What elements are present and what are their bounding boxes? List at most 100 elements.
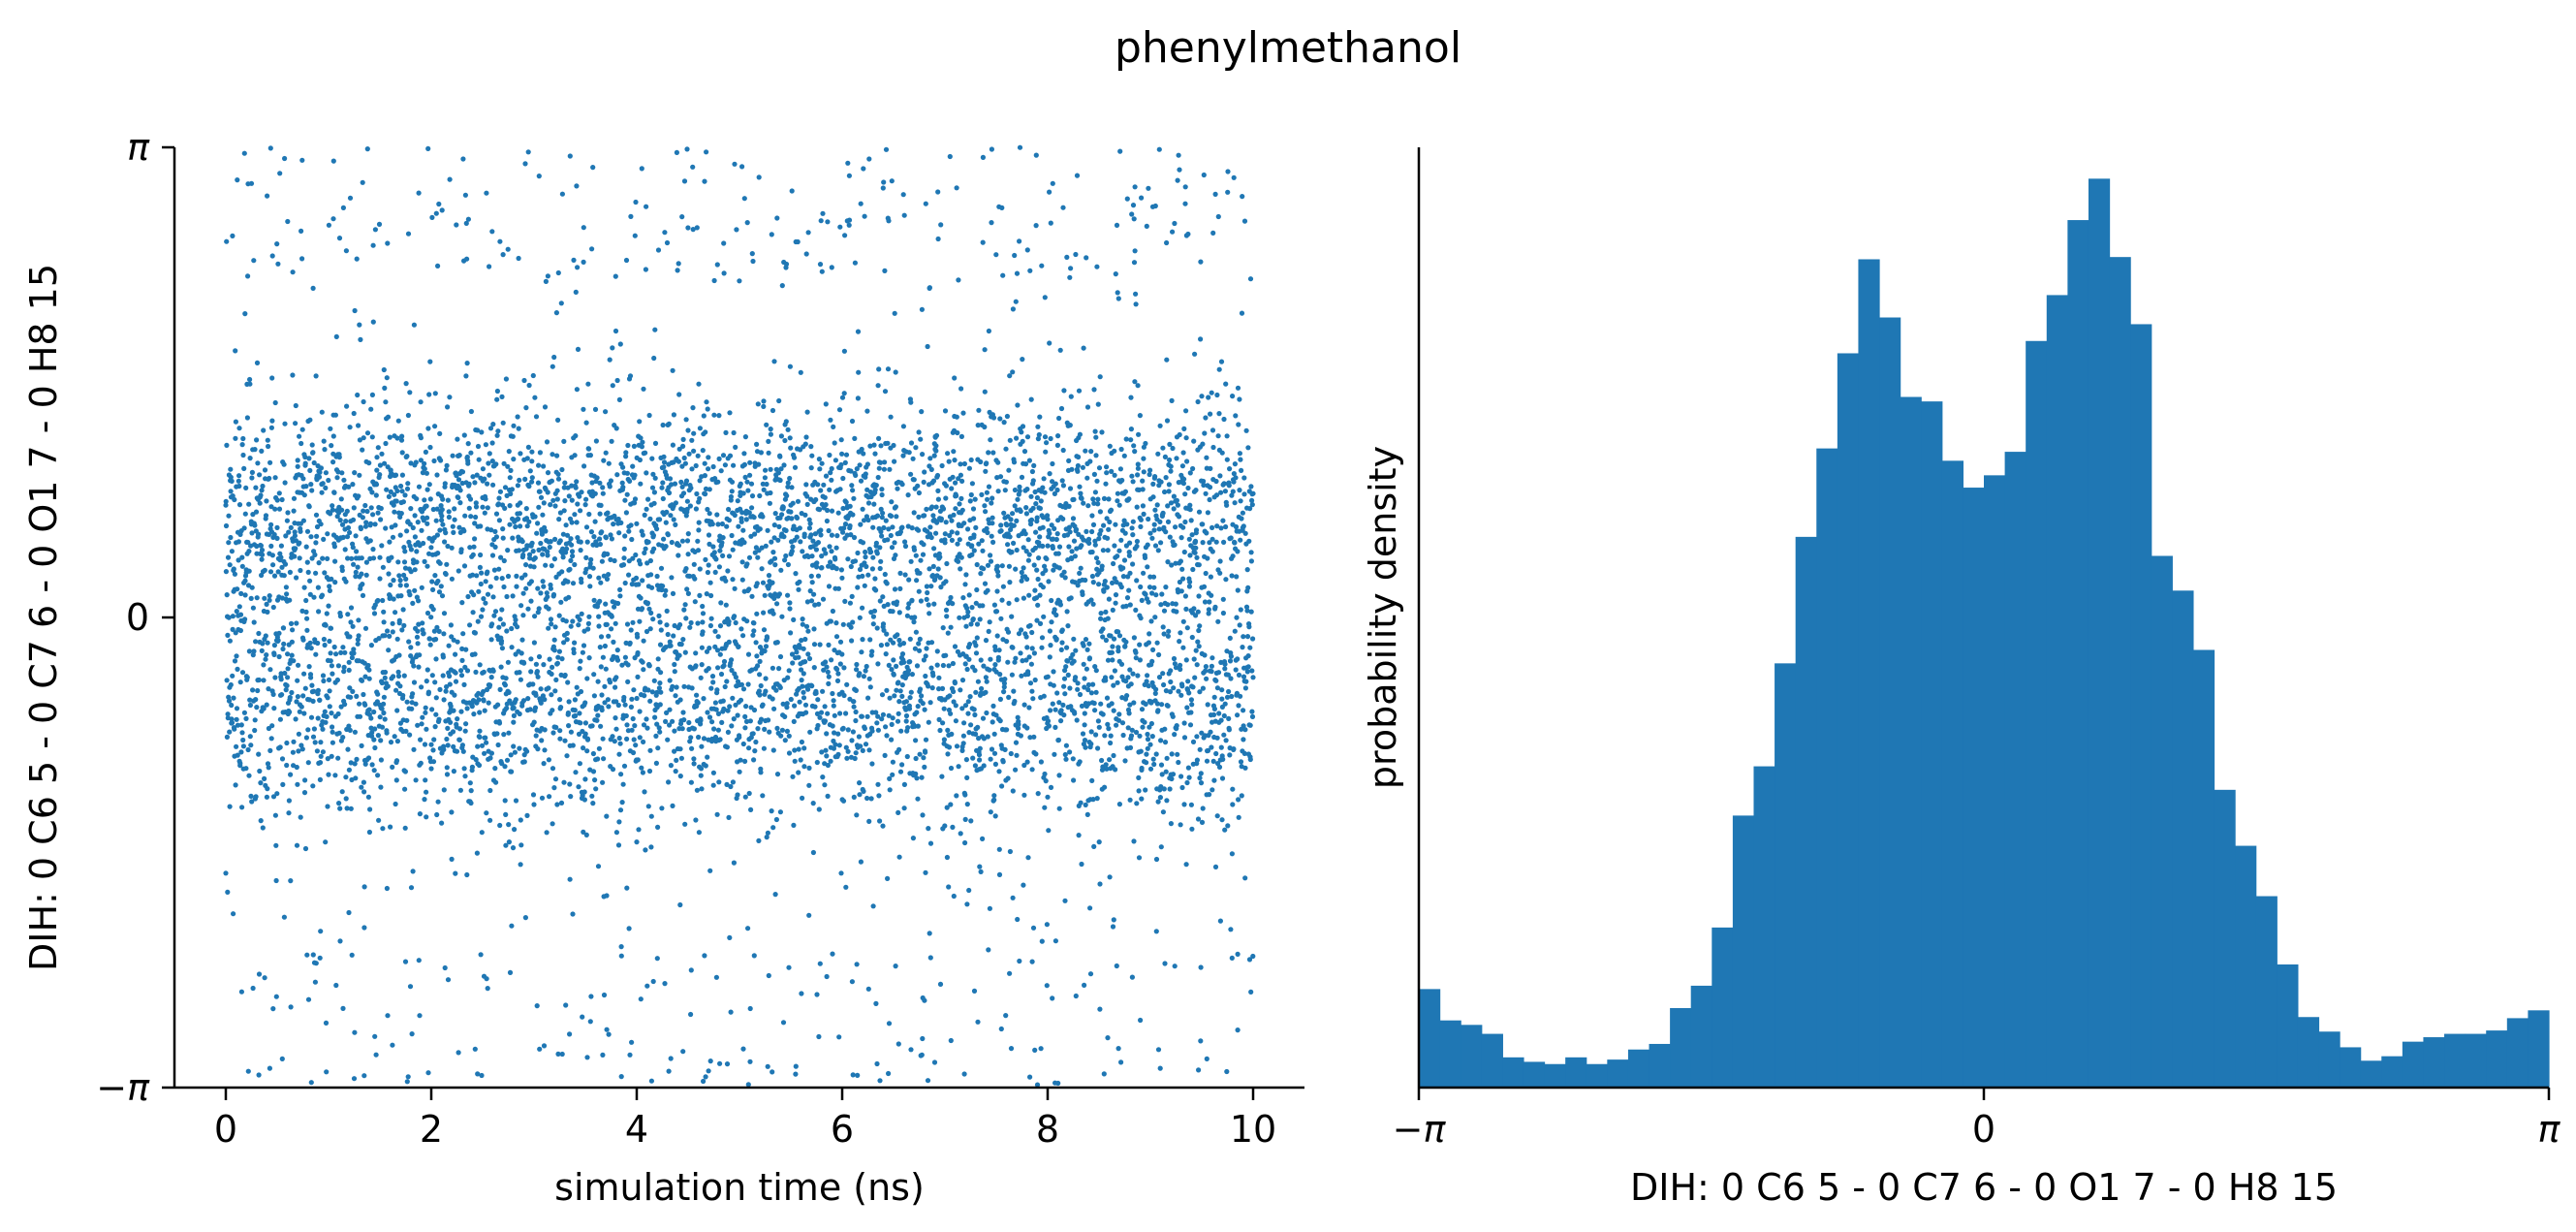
scatter-point [712, 628, 718, 634]
scatter-point [664, 622, 670, 628]
scatter-point [613, 426, 619, 431]
scatter-point [1017, 484, 1022, 490]
scatter-point [795, 498, 801, 504]
scatter-point [834, 533, 840, 539]
scatter-point [341, 669, 347, 675]
scatter-point [571, 257, 577, 263]
scatter-point [802, 512, 808, 518]
scatter-point [739, 577, 745, 583]
scatter-point [321, 536, 327, 543]
scatter-point [649, 689, 655, 695]
scatter-point [1048, 784, 1054, 791]
scatter-point [586, 655, 592, 661]
scatter-point [995, 573, 1001, 579]
scatter-point [350, 545, 356, 551]
scatter-point [1033, 152, 1039, 158]
scatter-point [560, 531, 567, 537]
scatter-point [472, 651, 478, 657]
scatter-point [867, 637, 873, 643]
scatter-point [889, 499, 895, 505]
scatter-point [853, 709, 859, 715]
scatter-point [704, 399, 709, 405]
scatter-point [644, 204, 649, 209]
scatter-point [803, 482, 809, 488]
scatter-point [950, 824, 956, 831]
scatter-point [308, 675, 314, 680]
scatter-point [880, 185, 886, 191]
scatter-point [500, 252, 506, 258]
scatter-point [500, 621, 507, 627]
scatter-point [647, 747, 653, 753]
scatter-point [891, 657, 896, 663]
scatter-point [316, 609, 322, 615]
scatter-point [307, 417, 313, 423]
scatter-point [546, 757, 552, 763]
scatter-point [224, 678, 230, 683]
figure-title: phenylmethanol [1115, 23, 1461, 73]
scatter-point [877, 459, 884, 465]
scatter-point [482, 750, 487, 756]
scatter-point [488, 750, 494, 756]
scatter-point [760, 793, 766, 799]
scatter-point [411, 746, 417, 752]
scatter-point [686, 573, 693, 580]
scatter-point [709, 674, 716, 679]
scatter-point [263, 513, 269, 519]
scatter-point [242, 592, 248, 598]
scatter-point [235, 177, 240, 183]
scatter-point [614, 657, 621, 663]
scatter-point [552, 536, 558, 543]
scatter-point [969, 605, 975, 611]
scatter-point [930, 513, 936, 519]
scatter-point [1003, 1013, 1009, 1019]
scatter-point [675, 543, 682, 549]
scatter-point [590, 769, 597, 774]
scatter-point [746, 510, 752, 516]
scatter-point [983, 468, 989, 474]
scatter-point [326, 477, 331, 484]
scatter-point [373, 1052, 379, 1058]
scatter-point [698, 675, 704, 680]
scatter-point [348, 694, 354, 700]
scatter-point [348, 619, 354, 625]
scatter-point [359, 678, 365, 683]
scatter-point [528, 598, 534, 604]
scatter-point [796, 654, 801, 660]
scatter-point [281, 641, 287, 648]
scatter-point [445, 977, 452, 983]
scatter-point [729, 667, 735, 674]
scatter-point [659, 586, 665, 593]
scatter-point [374, 455, 380, 460]
scatter-point [1039, 635, 1046, 641]
scatter-point [971, 532, 977, 538]
scatter-point [916, 490, 923, 496]
scatter-point [814, 564, 820, 570]
scatter-point [895, 679, 901, 685]
scatter-point [256, 677, 262, 683]
scatter-point [647, 626, 653, 632]
scatter-point [943, 579, 949, 584]
scatter-point [291, 739, 297, 744]
scatter-point [519, 539, 525, 545]
scatter-point [458, 709, 464, 714]
scatter-point [842, 598, 848, 605]
scatter-point [873, 587, 879, 593]
scatter-point [772, 511, 778, 517]
scatter-point [436, 589, 443, 595]
scatter-point [1056, 773, 1062, 778]
scatter-point [894, 663, 899, 670]
scatter-point [791, 822, 797, 829]
scatter-point [881, 524, 887, 531]
scatter-point [432, 424, 438, 429]
scatter-point [552, 503, 558, 509]
scatter-point [926, 683, 931, 689]
scatter-point [688, 735, 694, 741]
scatter-point [431, 737, 437, 742]
scatter-point [351, 650, 357, 656]
scatter-point [1067, 486, 1074, 491]
scatter-point [375, 733, 381, 739]
scatter-point [716, 413, 722, 419]
scatter-point [788, 630, 794, 636]
scatter-point [540, 552, 546, 557]
scatter-point [651, 500, 657, 506]
